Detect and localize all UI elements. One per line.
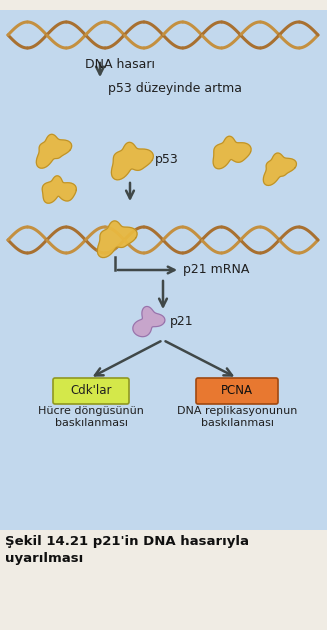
Text: Cdk'lar: Cdk'lar: [70, 384, 112, 398]
Polygon shape: [263, 153, 297, 185]
Text: PCNA: PCNA: [221, 384, 253, 398]
Text: uyarılması: uyarılması: [5, 552, 83, 565]
Text: p21: p21: [170, 316, 194, 328]
Text: DNA hasarı: DNA hasarı: [85, 58, 155, 71]
Polygon shape: [112, 142, 153, 180]
Polygon shape: [213, 136, 251, 169]
Polygon shape: [36, 134, 72, 168]
FancyBboxPatch shape: [196, 378, 278, 404]
Polygon shape: [133, 306, 165, 336]
FancyBboxPatch shape: [53, 378, 129, 404]
Bar: [0, 10, 327, 530]
Text: p53 düzeyinde artma: p53 düzeyinde artma: [108, 82, 242, 95]
Text: Şekil 14.21 p21'in DNA hasarıyla: Şekil 14.21 p21'in DNA hasarıyla: [5, 535, 249, 548]
Polygon shape: [97, 221, 137, 258]
Text: p21 mRNA: p21 mRNA: [183, 263, 250, 277]
Text: p53: p53: [155, 154, 179, 166]
Polygon shape: [42, 176, 76, 203]
Text: DNA replikasyonunun
baskılanması: DNA replikasyonunun baskılanması: [177, 406, 297, 428]
Text: Hücre döngüsünün
baskılanması: Hücre döngüsünün baskılanması: [38, 406, 144, 428]
